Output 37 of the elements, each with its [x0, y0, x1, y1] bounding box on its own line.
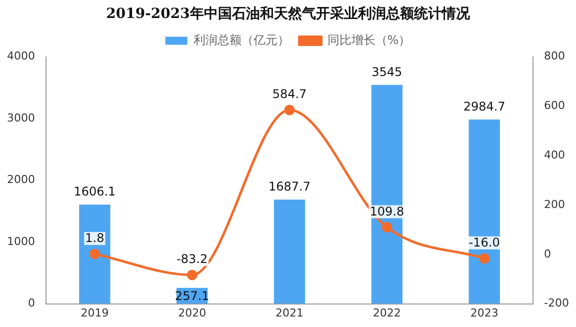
data-label: -16.0 [468, 235, 500, 250]
y-tick-label: 4000 [6, 50, 35, 63]
y2-tick-label: 200 [544, 198, 566, 211]
bar [468, 119, 500, 304]
legend-label: 利润总额（亿元） [193, 32, 290, 47]
y2-tick-label: 0 [544, 247, 552, 260]
x-tick-label: 2023 [470, 306, 498, 320]
data-label: 109.8 [370, 204, 404, 218]
data-label: 1687.7 [268, 180, 311, 194]
data-label: 2984.7 [463, 100, 506, 114]
point [479, 253, 490, 264]
bar [274, 200, 306, 304]
y-tick-label: 3000 [6, 111, 35, 124]
point [186, 270, 198, 280]
point [284, 104, 295, 116]
x-tick-label: 2020 [178, 306, 206, 320]
legend-label: 同比增长（%） [327, 32, 411, 47]
data-label: 1.8 [85, 231, 104, 246]
y2-tick-label: 600 [544, 99, 566, 112]
bar [371, 84, 403, 304]
y-tick-label: 2000 [6, 173, 35, 186]
y2-tick-label: -200 [544, 296, 570, 310]
y2-tick-label: 400 [544, 148, 566, 162]
y-tick-label: 0 [28, 296, 35, 310]
point [382, 222, 392, 233]
x-tick-label: 2022 [372, 306, 401, 320]
data-label: -83.2 [176, 252, 208, 266]
data-label: 584.7 [272, 87, 307, 102]
y-tick-label: 1000 [6, 234, 35, 248]
data-label: 3545 [372, 65, 402, 80]
bar [79, 204, 110, 304]
point [89, 248, 100, 260]
x-tick-label: 2021 [276, 306, 304, 320]
y2-tick-label: 800 [544, 50, 566, 63]
data-label: 1606.1 [74, 184, 116, 199]
chart-title: 2019-2023年中国石油和天然气开采业利润总额统计情况 [106, 5, 471, 22]
x-tick-label: 2019 [80, 306, 109, 320]
